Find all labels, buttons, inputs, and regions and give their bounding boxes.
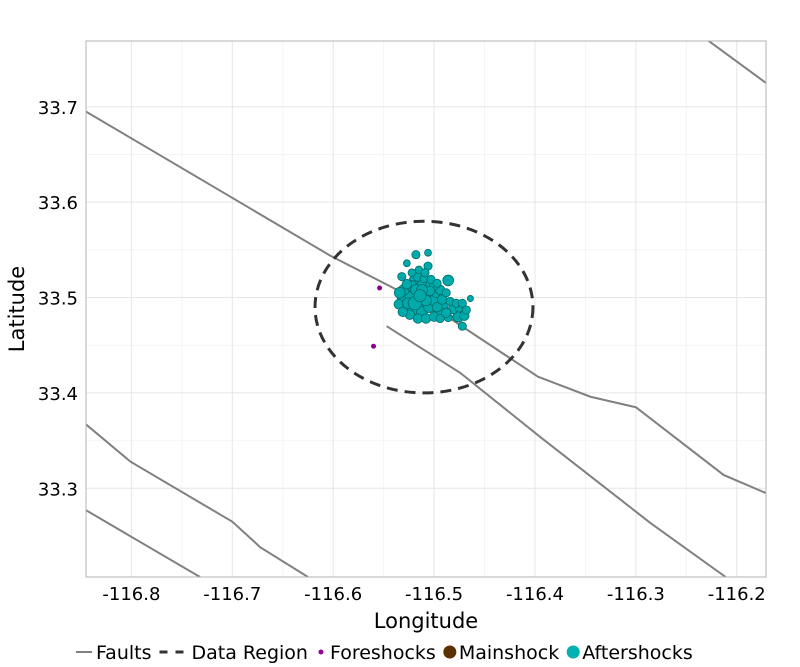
aftershock-point bbox=[424, 248, 432, 257]
x-axis-label: Longitude bbox=[374, 609, 478, 633]
aftershock-point bbox=[401, 279, 412, 290]
data-region-ellipse bbox=[313, 219, 535, 395]
aftershock-point bbox=[466, 295, 474, 302]
aftershock-point bbox=[457, 298, 467, 308]
legend-key-foreshocks bbox=[318, 649, 324, 655]
data-region-layer bbox=[313, 219, 535, 395]
x-tick-label: -116.4 bbox=[506, 584, 564, 605]
fault-line bbox=[707, 41, 766, 84]
y-tick-label: 33.6 bbox=[38, 193, 78, 214]
aftershock-point bbox=[441, 288, 451, 298]
aftershock-point bbox=[407, 268, 417, 277]
x-tick-label: -116.6 bbox=[304, 584, 362, 605]
foreshock-point bbox=[371, 343, 377, 349]
fault-line bbox=[86, 423, 309, 577]
aftershock-point bbox=[397, 306, 408, 318]
fault-line bbox=[86, 110, 766, 494]
aftershock-point bbox=[411, 250, 421, 260]
x-tick-label: -116.2 bbox=[708, 584, 766, 605]
fault-line bbox=[386, 325, 727, 577]
foreshock-point bbox=[377, 285, 383, 291]
aftershock-point bbox=[457, 321, 467, 331]
aftershock-point bbox=[441, 307, 452, 318]
legend-label-mainshock: Mainshock bbox=[459, 642, 559, 664]
legend-key-aftershocks bbox=[566, 645, 580, 659]
aftershock-point bbox=[413, 289, 427, 303]
aftershock-point bbox=[431, 301, 443, 313]
legend: Faults Data Region Foreshocks Mainshock Afte… bbox=[76, 642, 693, 664]
x-tick-label: -116.3 bbox=[607, 584, 665, 605]
legend-label-aftershocks: Aftershocks bbox=[582, 642, 693, 664]
y-tick-label: 33.7 bbox=[38, 98, 78, 119]
aftershock-point bbox=[461, 305, 471, 315]
legend-label-data-region: Data Region bbox=[192, 642, 308, 664]
legend-label-faults: Faults bbox=[96, 642, 152, 664]
x-tick-label: -116.5 bbox=[405, 584, 463, 605]
plot-border bbox=[85, 40, 767, 578]
legend-label-foreshocks: Foreshocks bbox=[330, 642, 436, 664]
aftershock-point bbox=[420, 268, 430, 278]
y-tick-label: 33.3 bbox=[38, 479, 78, 500]
y-tick-label: 33.5 bbox=[38, 289, 78, 310]
fault-line bbox=[86, 509, 201, 577]
legend-key-mainshock bbox=[443, 645, 457, 659]
x-tick-label: -116.8 bbox=[102, 584, 160, 605]
aftershock-point bbox=[432, 278, 442, 288]
points-layer bbox=[371, 248, 474, 349]
x-tick-label: -116.7 bbox=[203, 584, 261, 605]
aftershock-point bbox=[435, 314, 445, 324]
aftershock-point bbox=[442, 274, 454, 287]
aftershock-point bbox=[397, 272, 407, 282]
y-tick-label: 33.4 bbox=[38, 384, 78, 405]
aftershock-point bbox=[393, 286, 406, 299]
aftershock-point bbox=[402, 259, 411, 268]
y-axis-label: Latitude bbox=[5, 266, 29, 352]
faults-layer bbox=[86, 41, 766, 577]
tick-labels: -116.8 -116.7 -116.6 -116.5 -116.4 -116.3 -116… bbox=[38, 98, 766, 605]
